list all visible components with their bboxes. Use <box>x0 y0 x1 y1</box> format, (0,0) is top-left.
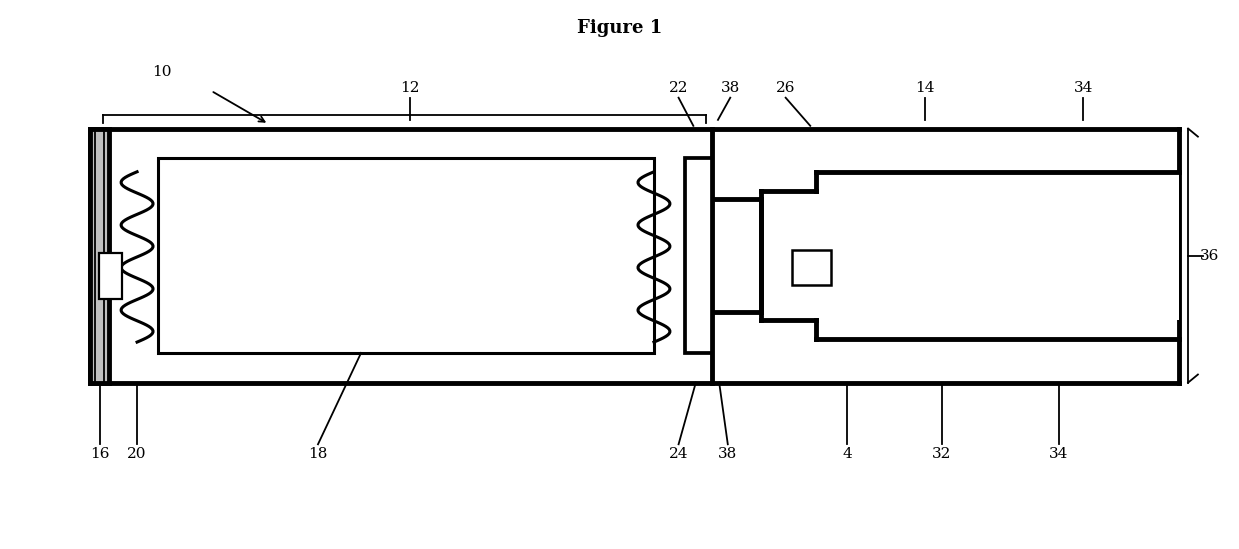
Text: 38: 38 <box>719 447 737 461</box>
Bar <box>159 158 654 353</box>
Bar <box>99 253 123 299</box>
Bar <box>685 158 711 353</box>
Bar <box>817 191 1180 321</box>
Text: 4: 4 <box>843 447 852 461</box>
Text: 10: 10 <box>152 65 171 79</box>
Text: 16: 16 <box>90 447 110 461</box>
Text: 14: 14 <box>914 81 934 95</box>
Text: 38: 38 <box>721 81 740 95</box>
Bar <box>817 172 1180 191</box>
Bar <box>90 128 711 383</box>
Text: 32: 32 <box>932 447 952 461</box>
Text: 24: 24 <box>669 447 689 461</box>
Text: 22: 22 <box>669 81 689 95</box>
Bar <box>761 199 1180 321</box>
Bar <box>792 250 831 285</box>
Text: 34: 34 <box>1074 81 1093 95</box>
Text: 12: 12 <box>400 81 420 95</box>
Text: 18: 18 <box>309 447 327 461</box>
Bar <box>90 128 109 383</box>
Text: Figure 1: Figure 1 <box>577 20 662 37</box>
Text: 26: 26 <box>776 81 795 95</box>
Text: 34: 34 <box>1049 447 1068 461</box>
Text: 20: 20 <box>128 447 147 461</box>
Text: 36: 36 <box>1201 249 1219 262</box>
